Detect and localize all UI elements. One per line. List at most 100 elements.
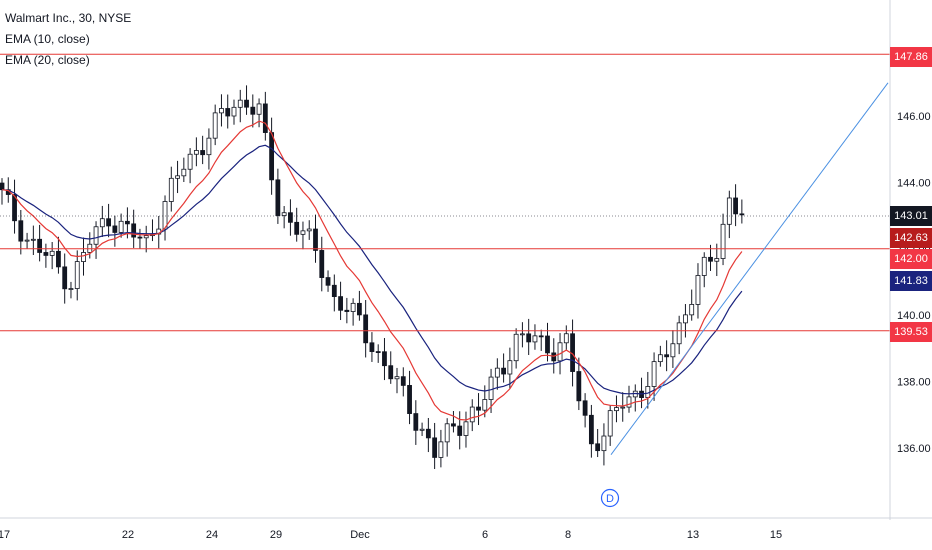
candle-body (557, 342, 563, 362)
candle-body (275, 179, 281, 216)
candle-body (382, 351, 387, 367)
trendline[interactable] (610, 82, 889, 455)
candle-body (419, 428, 425, 431)
dividend-marker[interactable]: D (600, 488, 620, 508)
ema20-legend[interactable]: EMA (20, close) (5, 53, 90, 67)
candle-body (701, 256, 707, 276)
candle-body (689, 304, 695, 316)
candle-body (300, 230, 306, 235)
candle-body (162, 201, 168, 230)
symbol-title[interactable]: Walmart Inc., 30, NYSE (5, 11, 132, 25)
candle-body (269, 132, 275, 181)
time-tick-label: 6 (482, 529, 488, 541)
candle-body (325, 277, 331, 286)
candle-body (187, 153, 193, 170)
candle-body (457, 425, 463, 436)
candle-body (601, 435, 607, 452)
candle-body (720, 223, 726, 259)
ema10-price-tag: 142.63 (890, 228, 932, 248)
candle-body (532, 335, 538, 343)
dividend-label: D (606, 493, 614, 505)
candle-body (250, 106, 256, 115)
ema20-price-tag: 141.83 (890, 271, 932, 291)
candle-body (664, 354, 670, 358)
candle-body (137, 236, 143, 239)
candle-body (657, 354, 663, 363)
candle-body (476, 406, 481, 411)
candle-body (463, 421, 469, 436)
candle-body (576, 371, 582, 402)
candle-body (30, 238, 36, 241)
candle-body (288, 212, 293, 223)
candle-body (714, 258, 720, 262)
candle-body (356, 302, 362, 316)
level-low-price-tag: 139.53 (890, 322, 932, 342)
candle-body (306, 228, 312, 232)
candle-body (37, 238, 43, 253)
candle-body (363, 314, 369, 344)
candle-body (175, 175, 180, 179)
candle-body (501, 367, 507, 375)
candle-body (614, 407, 619, 412)
candle-body (425, 428, 431, 439)
candle-body (432, 437, 438, 458)
time-tick-label: 24 (206, 529, 218, 541)
candle-body (112, 225, 118, 233)
time-tick-label: 29 (270, 529, 282, 541)
candle-body (56, 250, 61, 268)
candle-body (74, 261, 80, 289)
candle-body (582, 400, 588, 416)
candle-body (563, 333, 569, 344)
candle-body (407, 385, 412, 414)
candle-body (494, 367, 500, 378)
candle-body (726, 197, 732, 225)
horizontal-levels[interactable] (0, 53, 890, 332)
time-axis[interactable]: 17 22 24 29 Dec 6 8 13 15 (0, 529, 782, 541)
candle-body (12, 194, 17, 222)
time-tick-label: 22 (122, 529, 134, 541)
candle-body (444, 423, 450, 443)
time-tick-label: 17 (0, 529, 10, 541)
candle-body (670, 343, 676, 358)
price-tick-label: 140.00 (897, 310, 931, 322)
candle-body (0, 182, 5, 191)
candle-body (237, 99, 243, 108)
candle-body (469, 406, 475, 423)
candle-body (683, 314, 688, 324)
price-tick-label: 136.00 (897, 443, 931, 455)
candle-body (538, 335, 544, 338)
ema10-legend[interactable]: EMA (10, close) (5, 32, 90, 46)
candle-body (676, 322, 682, 345)
candle-body (595, 443, 601, 452)
candle-body (319, 250, 325, 278)
time-tick-label: Dec (350, 529, 370, 541)
candle-body (225, 108, 231, 117)
candle-body (231, 106, 237, 117)
time-tick-label: 15 (770, 529, 782, 541)
candle-body (99, 218, 105, 228)
candle-body (313, 228, 318, 251)
candle-body (81, 252, 86, 262)
candle-body (125, 220, 130, 225)
candle-body (350, 302, 356, 312)
candle-body (708, 256, 713, 262)
dividend-icon[interactable] (600, 488, 620, 508)
candle-body (375, 351, 381, 353)
candle-body (62, 266, 68, 290)
time-tick-label: 8 (565, 529, 571, 541)
candle-body (49, 250, 55, 256)
candle-body (262, 103, 268, 133)
candle-body (106, 218, 111, 227)
candle-body (488, 376, 494, 400)
candle-body (507, 360, 513, 375)
candle-body (219, 108, 224, 114)
candle-body (526, 333, 532, 343)
ema20-line (1, 144, 743, 395)
candle-body (482, 399, 488, 411)
candle-body (212, 112, 218, 139)
candle-body (18, 220, 24, 242)
candle-body (413, 413, 419, 431)
candle-body (520, 333, 525, 336)
price-tick-label: 138.00 (897, 377, 931, 389)
